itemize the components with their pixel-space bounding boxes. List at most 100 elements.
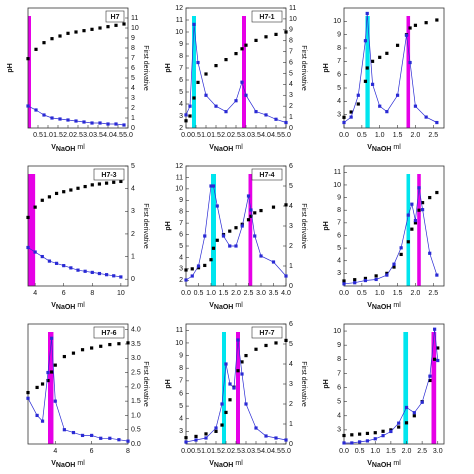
derivative-point [80,433,85,438]
y-tick-label: 10 [333,182,341,189]
derivative-point [436,358,440,363]
ph-point [69,188,73,192]
x-tick-label: 1.0 [206,290,216,297]
ph-point [209,258,213,262]
equivalence-band [28,174,36,286]
x-axis-label: VNaOH ml [367,460,401,469]
y2-tick-label: 1.5 [131,398,141,405]
derivative-point [188,104,192,108]
derivative-point [406,213,410,217]
y-tick-label: 10 [175,340,183,347]
x-axis-label-part: V [367,460,372,467]
y2-tick-label: 6 [289,163,293,170]
derivative-point [385,110,389,114]
derivative-point [342,441,346,445]
ph-point [436,346,440,350]
panel: 0.0 0.5 1.0 1.5 2.0 2.5 3.0 3.5 4.0 4.5 5.0 2 3 4 5 6 7 8… [165,5,307,153]
chart-title: H7-4 [259,172,274,179]
ph-point [358,432,362,436]
equivalence-band [48,332,54,444]
x-tick-label: 0.0 [181,448,191,455]
ph-point [106,25,110,29]
y2-tick-label: 9 [131,35,135,42]
derivative-point [58,117,62,121]
x-axis-label: VNaOH ml [209,460,243,469]
derivative-point [433,327,437,331]
derivative-point [284,438,288,442]
x-tick-label: 3.0 [83,132,93,139]
derivative-point [122,123,126,127]
derivative-point [90,433,94,438]
derivative-point [264,434,268,438]
derivative-point [381,434,385,438]
derivative-point [254,110,258,114]
ph-point [224,410,228,415]
ph-point [274,341,278,345]
ph-point [342,115,346,119]
ph-point [204,432,208,436]
x-axis-label: VNaOH ml [51,144,85,153]
y-tick-label: 4 [179,101,183,108]
y2-tick-label: 5 [289,341,293,348]
derivative-point [33,250,37,254]
derivative-point [204,93,208,97]
x-tick-label: 2.0 [221,448,231,455]
y-tick-label: 10 [333,328,341,335]
equivalence-band [28,16,31,128]
ph-point [435,190,439,195]
y-tick-label: 7 [337,58,341,65]
ph-point [381,429,385,433]
equivalence-band [211,174,216,286]
derivative-point [428,251,432,255]
panel: 0.0 0.5 1.0 1.5 2.0 2.5 3 4 5 6 7 8 9 10 11 VNaOH ml pH [323,165,445,311]
ph-point [98,26,102,30]
derivative-point [358,440,362,444]
ph-point [82,29,86,33]
y-tick-label: 6 [337,384,341,391]
ph-point [108,342,112,347]
derivative-point [190,274,194,278]
derivative-point [106,122,110,126]
y-tick-label: 5 [179,243,183,250]
x-tick-label: 1.0 [201,132,211,139]
y-tick-label: 9 [179,41,183,48]
x-tick-label: 5.0 [281,448,291,455]
panel: 0.0 0.5 1.0 1.5 2.0 2.5 3.0 3 4 5 6 7 8 9 10 VNaOH ml pH [323,323,445,469]
y-tick-label: 9 [337,194,341,201]
derivative-line [343,187,438,285]
y-tick-label: 3 [179,428,183,435]
y2-tick-label: 5 [131,75,135,82]
derivative-line [343,13,438,123]
derivative-point [228,382,232,386]
y-axis-label: pH [323,63,330,72]
x-tick-label: 0.0 [181,290,191,297]
x-axis-label: VNaOH ml [209,144,243,153]
ph-point [53,363,57,367]
derivative-point [413,104,418,108]
x-tick-label: 1.5 [393,290,403,297]
ph-point [353,278,357,282]
x-tick-label: 2.5 [73,132,83,139]
x-axis-label-part: V [51,460,56,467]
x-axis-label-part: NaOH [56,462,75,469]
panel: 4 6 80.0 0.5 1.0 1.5 2.0 2.5 3.0 3.5 4.0 VNaOH ml Fir… [26,323,149,469]
equivalence-band [192,16,196,128]
x-axis-label: VNaOH ml [51,302,85,311]
derivative-line [27,247,121,278]
x-tick-label: 3.5 [251,448,261,455]
x-tick-label: 2.5 [231,132,241,139]
derivative-point [83,269,87,273]
ph-point [46,378,50,383]
x-axis-label-part: NaOH [372,462,391,469]
y-tick-label: 5 [179,403,183,410]
chart-title: H7-7 [259,330,274,337]
ph-point [373,431,377,435]
x-axis-label: VNaOH ml [51,460,85,469]
derivative-point [97,271,102,276]
ph-point [254,347,258,351]
y-tick-label: 5 [337,85,341,92]
derivative-point [35,413,39,418]
y2-tick-label: 7 [289,48,293,55]
ph-point [40,382,45,386]
equivalence-band [242,16,246,128]
